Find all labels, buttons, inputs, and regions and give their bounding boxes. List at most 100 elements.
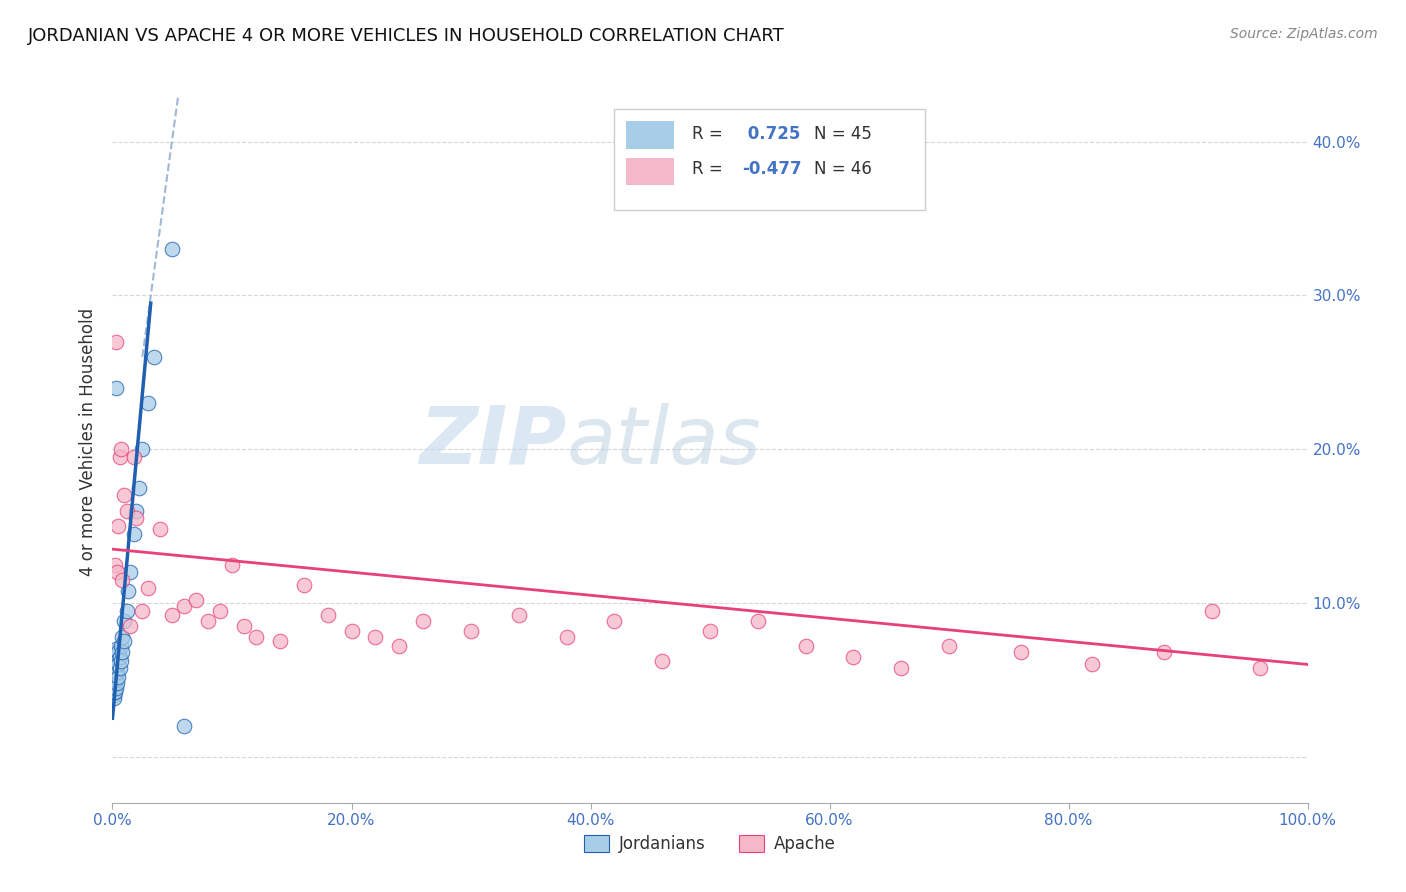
Text: N = 46: N = 46	[814, 161, 872, 178]
Point	[131, 604, 153, 618]
Point	[105, 654, 128, 668]
Point	[938, 639, 960, 653]
Point	[186, 593, 208, 607]
Point	[114, 634, 135, 648]
Point	[114, 488, 135, 502]
Point	[104, 558, 127, 572]
Point	[120, 565, 142, 579]
Point	[103, 688, 125, 702]
Point	[138, 396, 160, 410]
Point	[842, 649, 865, 664]
Point	[104, 660, 127, 674]
Point	[1249, 660, 1271, 674]
Point	[388, 639, 411, 653]
Point	[412, 615, 434, 629]
Point	[108, 660, 131, 674]
FancyBboxPatch shape	[627, 158, 675, 185]
Point	[173, 719, 195, 733]
Point	[111, 645, 134, 659]
Point	[105, 657, 128, 672]
Y-axis label: 4 or more Vehicles in Household: 4 or more Vehicles in Household	[79, 308, 97, 575]
Point	[149, 522, 172, 536]
Point	[890, 660, 912, 674]
Point	[107, 645, 129, 659]
Point	[115, 604, 138, 618]
Point	[245, 630, 267, 644]
Text: atlas: atlas	[567, 402, 762, 481]
Point	[269, 634, 291, 648]
Point	[340, 624, 363, 638]
Point	[364, 630, 387, 644]
Point	[651, 654, 673, 668]
Point	[555, 630, 578, 644]
Text: R =: R =	[692, 126, 728, 144]
Text: R =: R =	[692, 161, 728, 178]
Point	[105, 642, 128, 657]
Point	[103, 691, 125, 706]
Point	[209, 604, 232, 618]
Point	[173, 599, 195, 613]
Point	[105, 673, 128, 687]
Point	[105, 381, 128, 395]
Point	[117, 583, 139, 598]
Point	[103, 681, 125, 695]
Point	[103, 657, 125, 672]
Point	[111, 630, 134, 644]
Point	[107, 519, 129, 533]
Point	[122, 526, 145, 541]
Legend: Jordanians, Apache: Jordanians, Apache	[578, 828, 842, 860]
Point	[603, 615, 626, 629]
Point	[114, 615, 135, 629]
Text: Source: ZipAtlas.com: Source: ZipAtlas.com	[1230, 27, 1378, 41]
Text: JORDANIAN VS APACHE 4 OR MORE VEHICLES IN HOUSEHOLD CORRELATION CHART: JORDANIAN VS APACHE 4 OR MORE VEHICLES I…	[28, 27, 785, 45]
Point	[460, 624, 482, 638]
Point	[143, 350, 166, 364]
Point	[115, 504, 138, 518]
Point	[105, 665, 128, 680]
Point	[108, 649, 131, 664]
Point	[107, 657, 129, 672]
Point	[197, 615, 219, 629]
Text: 0.725: 0.725	[742, 126, 800, 144]
Point	[110, 442, 132, 457]
Point	[1010, 645, 1032, 659]
Point	[103, 673, 125, 687]
Point	[316, 608, 339, 623]
Point	[105, 681, 128, 695]
Point	[111, 573, 134, 587]
Point	[105, 334, 128, 349]
Point	[221, 558, 243, 572]
Point	[104, 645, 127, 659]
Point	[508, 608, 530, 623]
Point	[103, 665, 125, 680]
Point	[107, 670, 129, 684]
Point	[105, 565, 128, 579]
Point	[108, 450, 131, 464]
Point	[794, 639, 817, 653]
Point	[122, 450, 145, 464]
Point	[162, 243, 183, 257]
Text: N = 45: N = 45	[814, 126, 872, 144]
Point	[120, 619, 142, 633]
Point	[104, 670, 127, 684]
Point	[162, 608, 183, 623]
Point	[105, 665, 128, 680]
Point	[128, 481, 150, 495]
Point	[104, 685, 127, 699]
Point	[747, 615, 769, 629]
Point	[1081, 657, 1104, 672]
Point	[1153, 645, 1175, 659]
Point	[104, 654, 127, 668]
Point	[105, 676, 128, 690]
Point	[110, 639, 132, 653]
Point	[1201, 604, 1223, 618]
Point	[138, 581, 160, 595]
Point	[103, 685, 125, 699]
Point	[125, 504, 148, 518]
Point	[110, 654, 132, 668]
Point	[131, 442, 153, 457]
FancyBboxPatch shape	[627, 121, 675, 149]
Point	[103, 649, 125, 664]
Text: -0.477: -0.477	[742, 161, 801, 178]
Point	[292, 577, 315, 591]
